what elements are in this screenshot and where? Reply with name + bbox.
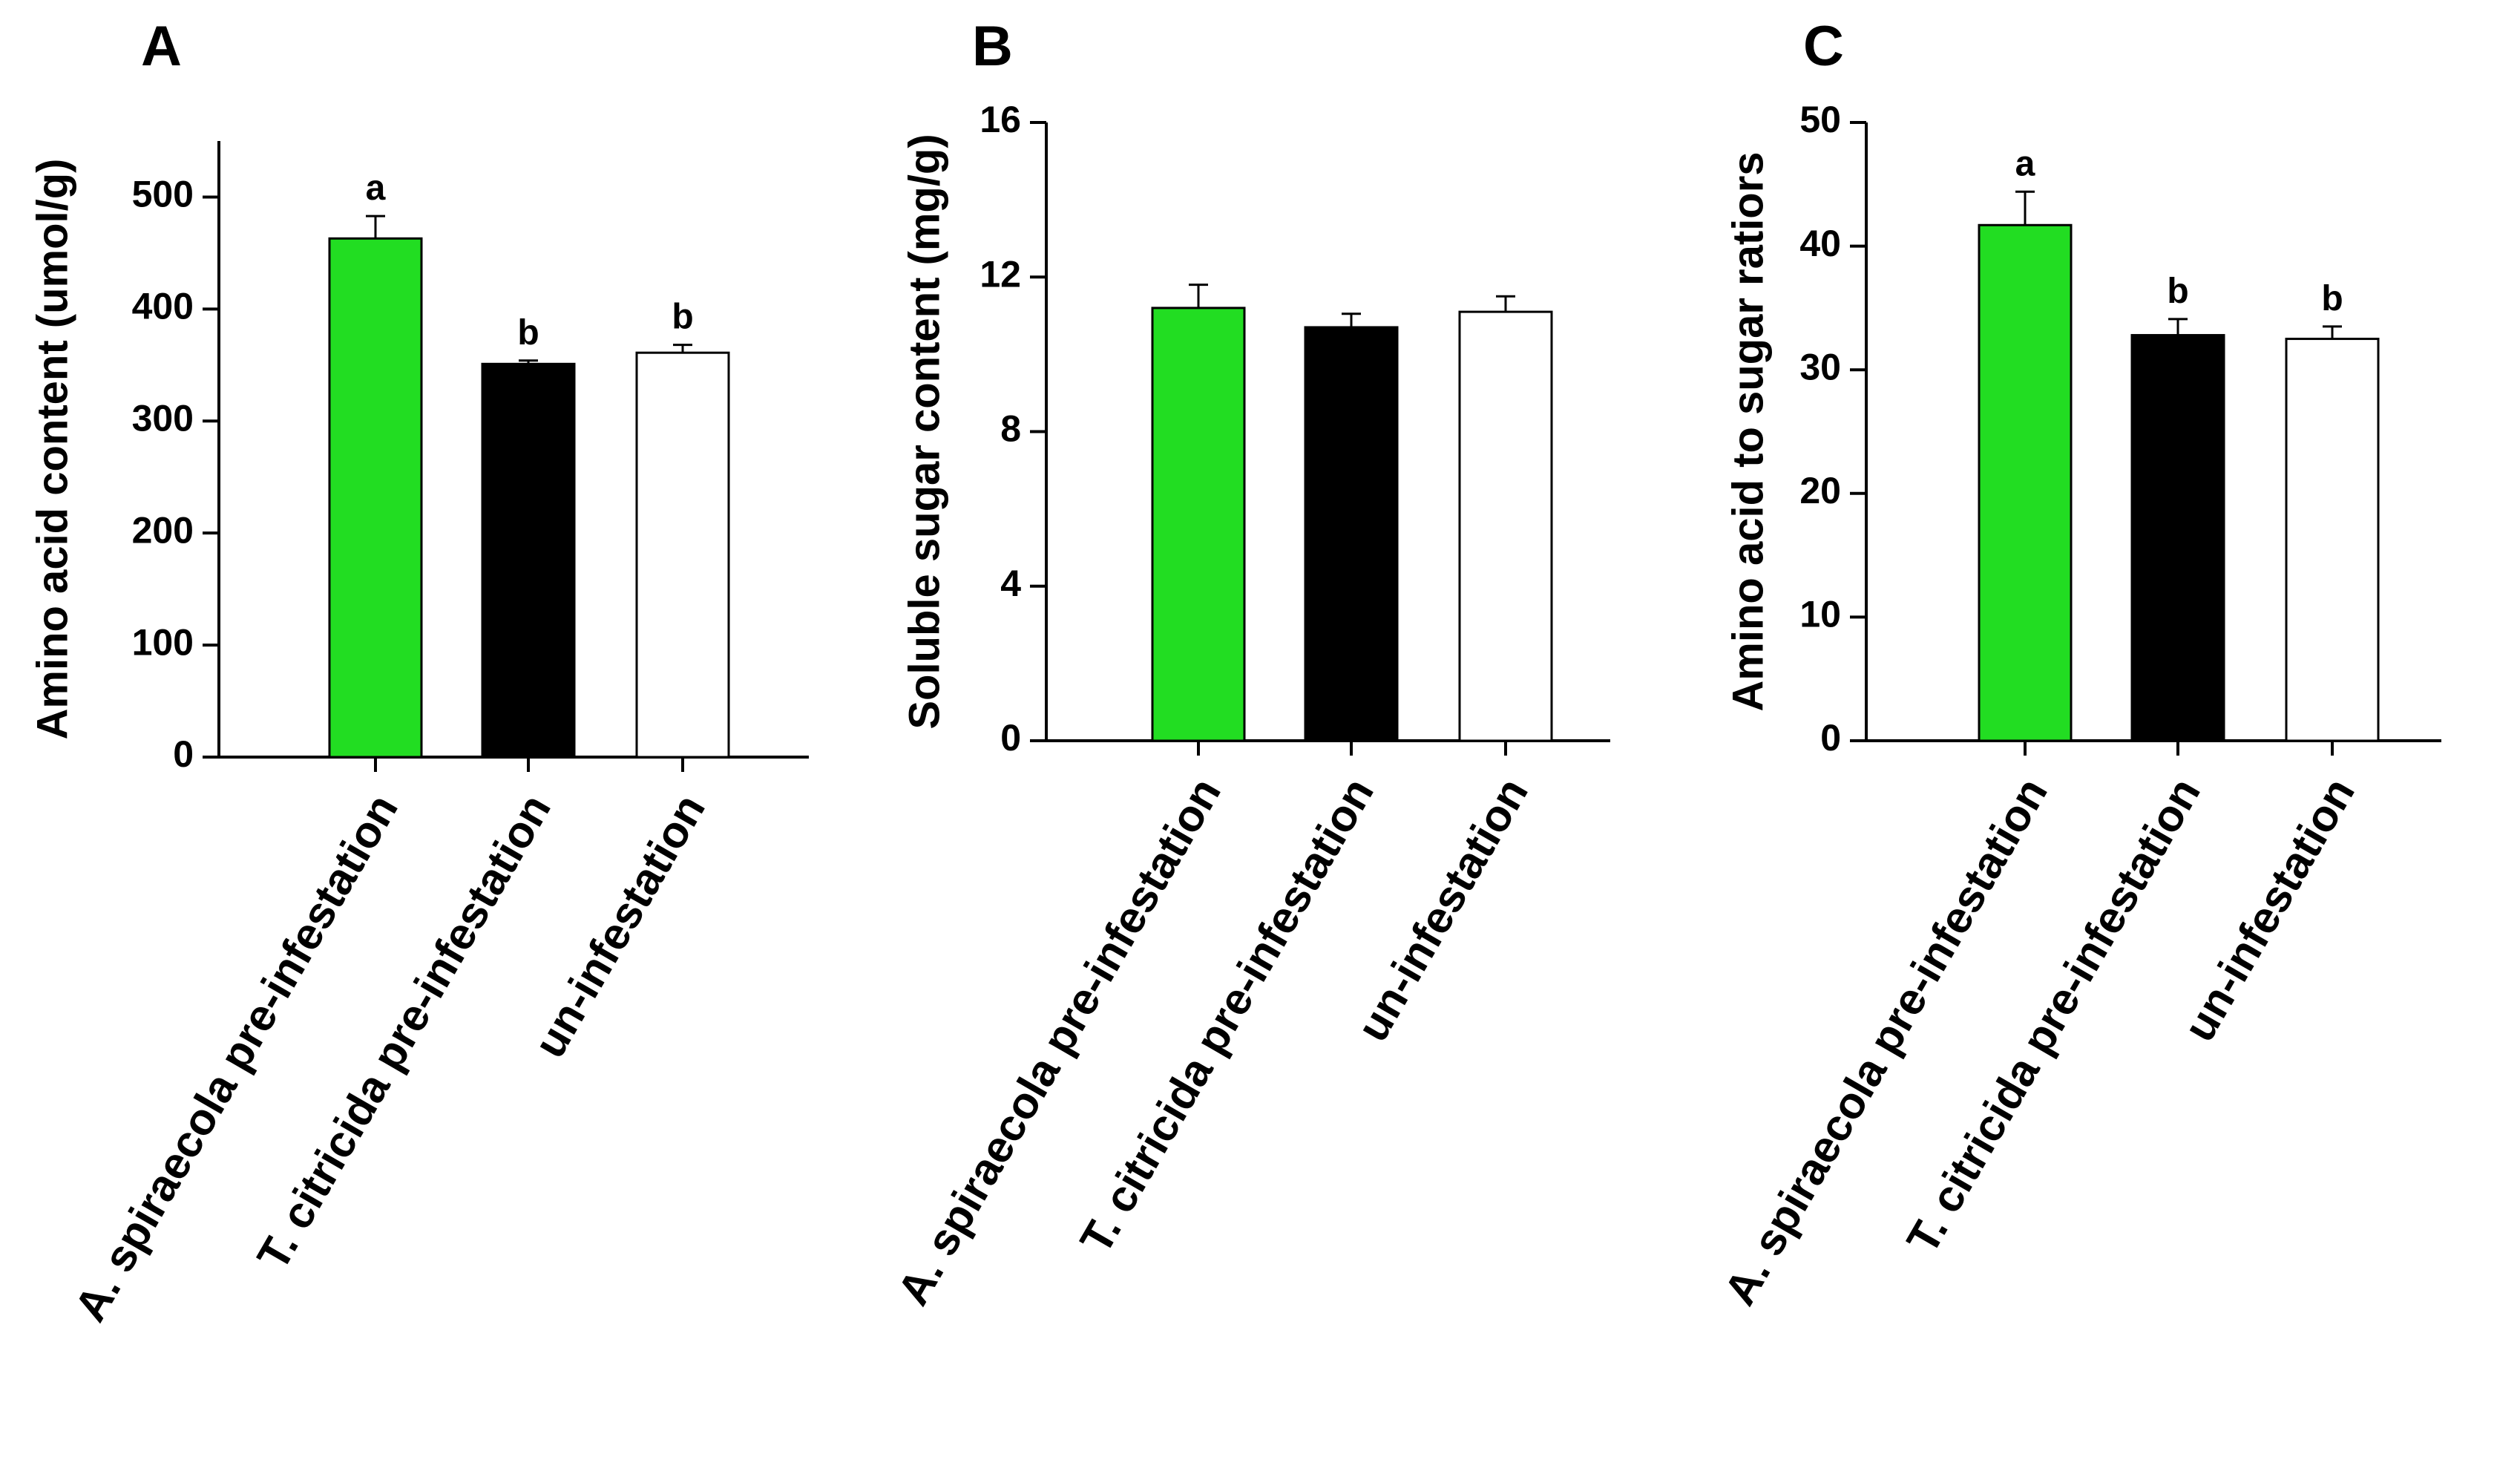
x-tick-label: un-infestation: [1348, 770, 1538, 1050]
y-tick-label: 0: [1820, 717, 1841, 759]
y-axis-label: Amino acid to sugar ratiors: [1724, 151, 1772, 711]
y-tick-label: 20: [1799, 470, 1841, 511]
y-tick-label: 200: [132, 509, 194, 551]
bar: [1978, 223, 2073, 742]
y-tick-label: 50: [1799, 99, 1841, 140]
y-tick-label: 0: [1000, 717, 1021, 759]
bar: [1151, 307, 1246, 742]
y-tick-label: 100: [132, 621, 194, 663]
y-tick-label: 300: [132, 397, 194, 439]
y-tick-label: 8: [1000, 408, 1021, 450]
y-tick-label: 40: [1799, 223, 1841, 264]
x-tick-label: T. citricida pre-infestation: [1897, 770, 2210, 1262]
bar: [1458, 310, 1553, 742]
y-tick-label: 12: [980, 253, 1021, 295]
y-tick-label: 4: [1000, 563, 1021, 604]
significance-label: a: [2015, 144, 2035, 183]
y-tick-label: 10: [1799, 594, 1841, 635]
y-tick-label: 30: [1799, 346, 1841, 387]
y-tick-label: 500: [132, 174, 194, 215]
significance-label: b: [2321, 279, 2343, 318]
x-tick-label: A. spiraecola pre-infestation: [65, 786, 407, 1329]
panel-label: B: [972, 15, 1013, 78]
y-tick-label: 0: [173, 733, 194, 775]
bar: [328, 237, 423, 759]
x-tick-label: T. citricida pre-infestation: [1071, 770, 1383, 1262]
significance-label: b: [2167, 272, 2188, 311]
panel-b: B Soluble sugar content (mg/g) 0 4 8 12 16 A. s…: [888, 15, 1610, 1313]
x-tick-label: un-infestation: [525, 786, 715, 1066]
bar: [2130, 334, 2225, 742]
bar: [635, 351, 730, 759]
x-tick-label: un-infestation: [2174, 770, 2364, 1050]
panel-label: C: [1803, 15, 1844, 78]
y-tick-label: 16: [980, 99, 1021, 140]
y-axis-label: Soluble sugar content (mg/g): [900, 134, 948, 729]
y-axis-label: Amino acid content (umol/g): [28, 159, 76, 740]
significance-label: a: [366, 168, 386, 208]
panel-a: A Amino acid content (umol/g) 0 100 200 300 40…: [28, 15, 809, 1329]
panel-c: C Amino acid to sugar ratiors 0 10 20 30 40 50 a…: [1715, 15, 2441, 1313]
x-tick-label: A. spiraecola pre-infestation: [888, 770, 1230, 1313]
significance-label: b: [672, 298, 693, 337]
y-tick-label: 400: [132, 286, 194, 327]
panel-label: A: [141, 15, 182, 78]
x-tick-label: A. spiraecola pre-infestation: [1715, 770, 2057, 1313]
x-tick-label: T. citricida pre-infestation: [248, 786, 560, 1278]
bar: [481, 362, 576, 759]
bar: [2285, 338, 2380, 742]
significance-label: b: [517, 313, 539, 353]
bar: [1304, 326, 1399, 742]
